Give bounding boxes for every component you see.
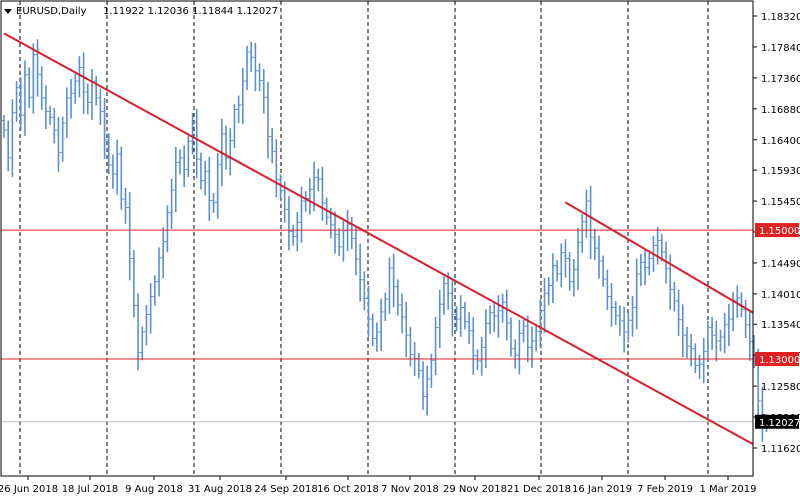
x-tick-label: 16 Oct 2018 [317,484,379,495]
symbol-label: EURUSD,Daily [16,6,87,17]
level-tag-label: 1.15000 [759,226,800,237]
x-tick-label: 24 Sep 2018 [254,484,317,495]
x-tick-label: 7 Feb 2019 [637,484,693,495]
y-tick-label: 1.15930 [761,166,800,177]
y-tick-label: 1.14490 [761,259,800,270]
current-price-label: 1.12027 [759,418,800,429]
plot-frame [0,0,754,477]
time-axis: 26 Jun 2018 18 Jul 2018 9 Aug 2018 31 Aug 2… [0,476,757,495]
level-tag [755,223,799,238]
y-tick-label: 1.17360 [761,74,800,85]
chart-header: EURUSD,Daily 1.11922 1.12036 1.11844 1.1… [4,6,278,17]
y-tick-label: 1.12580 [761,382,800,393]
y-tick-label: 1.11620 [761,444,800,455]
x-tick-label: 26 Jun 2018 [0,484,58,495]
trendlines [3,32,754,446]
x-tick-label: 7 Nov 2018 [381,484,439,495]
y-tick-label: 1.18320 [761,12,800,23]
price-tags: 1.15000 1.13000 1.12027 [755,223,800,429]
current-price-tag [755,414,799,429]
trendline-upper-channel-short [564,201,754,314]
y-tick-label: 1.13540 [761,320,800,331]
x-tick-label: 18 Jul 2018 [62,484,119,495]
y-tick-label: 1.16400 [761,136,800,147]
x-tick-label: 29 Nov 2018 [443,484,507,495]
y-tick-label: 1.17840 [761,43,800,54]
level-tag [755,352,799,367]
y-tick-label: 1.15450 [761,197,800,208]
trendline-upper-channel-long [3,32,754,446]
level-tag-label: 1.13000 [759,355,800,366]
x-tick-label: 9 Aug 2018 [125,484,183,495]
y-tick-label: 1.16880 [761,105,800,116]
horizontal-levels [1,229,753,423]
x-tick-label: 31 Aug 2018 [188,484,252,495]
x-tick-label: 21 Dec 2018 [507,484,571,495]
ohlc-readout: 1.11922 1.12036 1.11844 1.12027 [103,6,278,17]
dropdown-triangle-icon[interactable] [4,9,12,14]
y-tick-label: 1.14010 [761,290,800,301]
ohlc-bars [2,39,769,443]
x-tick-label: 16 Jan 2019 [572,484,632,495]
x-tick-label: 1 Mar 2019 [699,484,756,495]
